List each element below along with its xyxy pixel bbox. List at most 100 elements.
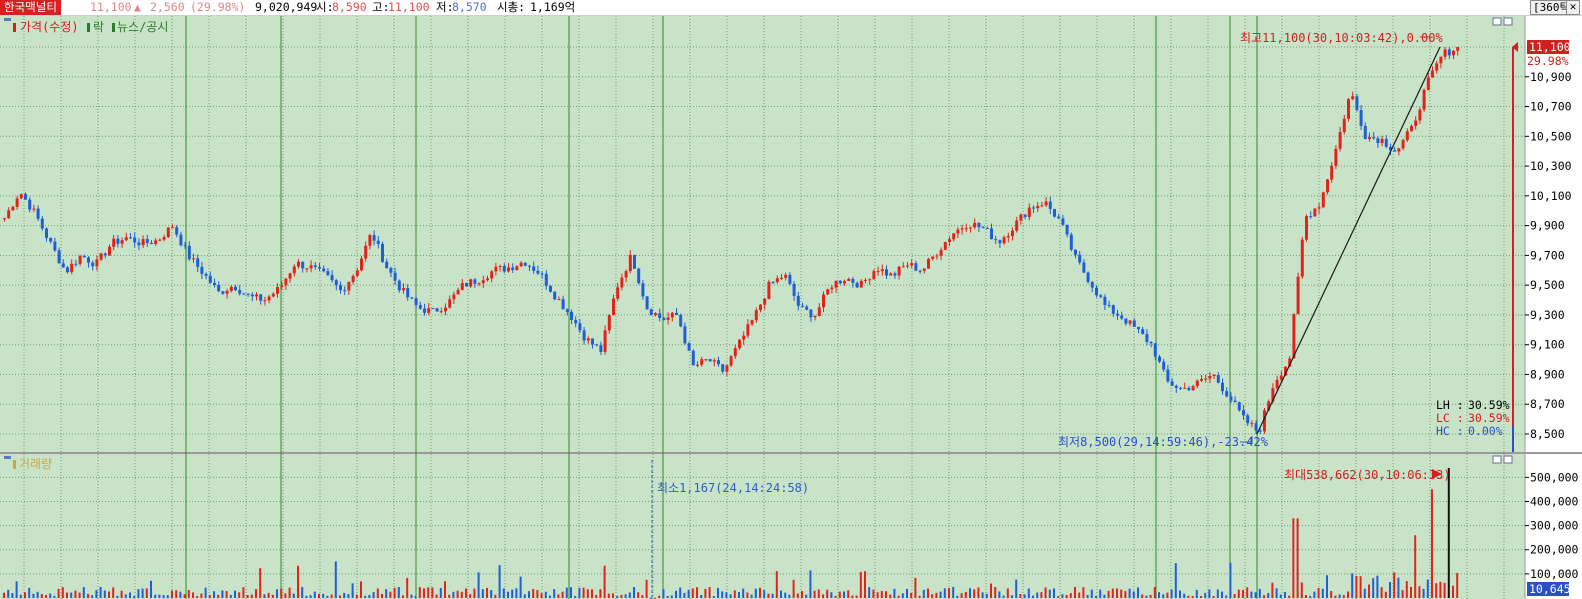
volume-bar — [1057, 595, 1060, 598]
volume-bar — [439, 587, 442, 598]
candle-body — [108, 246, 111, 256]
volume-bar — [994, 587, 997, 598]
volume-bar — [280, 588, 283, 598]
volume-bar — [385, 589, 388, 598]
legend-lock[interactable]: 락 — [93, 20, 104, 34]
volume-bar — [817, 589, 820, 598]
candle-body — [843, 281, 846, 284]
panel-menu-icon[interactable] — [4, 18, 11, 21]
candle-body — [473, 279, 477, 284]
candle-body — [624, 271, 628, 278]
volume-bar — [750, 594, 753, 598]
candle-body — [242, 293, 246, 295]
candle-body — [880, 269, 884, 272]
volume-bar — [406, 577, 409, 598]
candle-body — [397, 280, 401, 291]
volume-bar — [670, 595, 673, 598]
candle-body — [162, 237, 166, 240]
close-icon[interactable]: ✕ — [1566, 0, 1580, 15]
volume-bar — [511, 589, 514, 598]
volume-bar — [1372, 578, 1375, 598]
candle-body — [1170, 381, 1174, 386]
stat-lc-label: LC : — [1436, 411, 1464, 425]
legend-price[interactable]: 가격(수정) — [20, 20, 79, 34]
volume-bar — [809, 570, 812, 598]
candle-body — [893, 273, 897, 276]
volume-bar — [1363, 588, 1366, 598]
candle-body — [943, 242, 947, 250]
volume-bar — [528, 591, 530, 598]
current-price-marker-icon — [1512, 42, 1518, 52]
candle-body — [1254, 423, 1258, 431]
candle-body — [914, 263, 918, 271]
candle-body — [1208, 375, 1212, 379]
candle-body — [637, 268, 641, 284]
close-panel-icon[interactable] — [1503, 17, 1513, 26]
candle-body — [679, 314, 683, 327]
candle-body — [687, 343, 691, 351]
volume-bar — [70, 592, 73, 598]
volume-bar — [649, 597, 652, 599]
volume-bar — [229, 594, 232, 598]
volume-bar — [1389, 581, 1391, 598]
volume-bar — [889, 594, 892, 598]
volume-bar — [3, 592, 5, 598]
candle-body — [729, 356, 733, 366]
candle-body — [1229, 396, 1233, 401]
candle-body — [229, 286, 233, 291]
volume-bar — [246, 595, 249, 598]
low-annotation: 최저8,500(29,14:59:46),-23.42% — [1058, 435, 1269, 449]
price-axis-bg — [1525, 16, 1582, 452]
volume-bar — [477, 572, 480, 598]
candle-body — [1246, 415, 1250, 424]
volume-bar — [204, 587, 207, 598]
price-axis-label: 10,300 — [1530, 159, 1572, 173]
volume-bar — [1191, 596, 1194, 598]
volume-close-icon[interactable] — [1503, 455, 1513, 464]
trend-line[interactable] — [1256, 46, 1441, 435]
volume-bar — [456, 590, 459, 598]
candle-body — [410, 297, 414, 299]
volume-bar — [402, 595, 404, 598]
min-volume-annotation: 최소1,167(24,14:24:58) — [657, 481, 809, 495]
legend-news[interactable]: 뉴스/공시 — [117, 20, 168, 34]
volume-bar — [813, 590, 816, 598]
volume-bar — [1061, 594, 1064, 598]
candle-body — [414, 298, 418, 306]
volume-axis-label: 300,000 — [1530, 519, 1579, 533]
volume-bar — [1086, 594, 1089, 598]
volume-bar — [1351, 573, 1354, 598]
candle-body — [448, 299, 452, 308]
volume-bar — [1120, 589, 1123, 598]
legend-volume[interactable]: 거래량 — [19, 457, 52, 471]
candle-body — [439, 311, 443, 313]
candle-body — [733, 348, 737, 357]
volume-bar — [998, 591, 1001, 598]
volume-minimize-icon[interactable] — [1492, 455, 1502, 464]
candle-body — [519, 262, 523, 267]
volume-bar — [696, 587, 698, 598]
volume-menu-icon[interactable] — [4, 456, 11, 459]
candle-body — [1435, 63, 1439, 71]
volume-bar — [687, 589, 690, 598]
volume-bar — [74, 590, 77, 598]
volume-bar — [855, 595, 858, 598]
candle-body — [1233, 400, 1237, 403]
minimize-icon[interactable] — [1492, 17, 1502, 26]
stock-name-badge[interactable]: 한국맥널티 — [0, 0, 61, 15]
volume-bar — [498, 565, 501, 598]
candle-body — [1242, 410, 1245, 416]
candle-body — [1326, 179, 1329, 193]
volume-bar — [242, 587, 245, 598]
candle-body — [910, 263, 914, 266]
candle-body — [691, 350, 695, 366]
candle-body — [137, 242, 141, 246]
volume-bar — [591, 589, 593, 598]
candle-body — [187, 245, 191, 260]
candle-body — [809, 309, 813, 318]
candle-body — [1405, 131, 1409, 141]
volume-bar — [250, 594, 253, 598]
candle-body — [796, 295, 800, 306]
candle-body — [998, 240, 1002, 244]
volume-bar — [376, 588, 379, 598]
